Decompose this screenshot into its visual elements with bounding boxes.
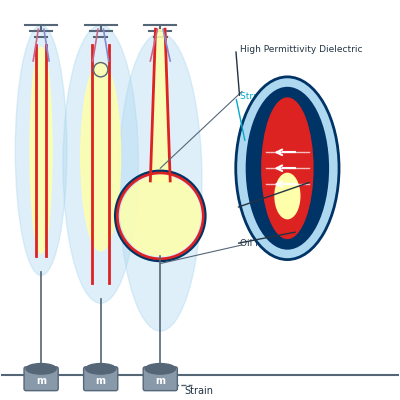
Ellipse shape bbox=[236, 77, 339, 260]
Ellipse shape bbox=[63, 25, 138, 303]
Ellipse shape bbox=[118, 33, 202, 331]
Text: Structural Shell: Structural Shell bbox=[240, 92, 310, 101]
Ellipse shape bbox=[246, 87, 329, 250]
Text: Strain: Strain bbox=[184, 386, 213, 396]
Ellipse shape bbox=[86, 364, 116, 374]
Ellipse shape bbox=[120, 176, 200, 256]
Ellipse shape bbox=[81, 62, 120, 251]
Ellipse shape bbox=[261, 97, 314, 239]
Ellipse shape bbox=[30, 47, 52, 253]
Text: m: m bbox=[96, 376, 106, 386]
FancyBboxPatch shape bbox=[143, 367, 177, 391]
Ellipse shape bbox=[274, 173, 300, 219]
Ellipse shape bbox=[15, 25, 67, 276]
Text: High Permittivity Dielectric: High Permittivity Dielectric bbox=[240, 44, 362, 54]
Text: m: m bbox=[36, 376, 46, 386]
FancyBboxPatch shape bbox=[84, 367, 118, 391]
Text: Electrode: Electrode bbox=[240, 204, 282, 212]
Ellipse shape bbox=[26, 364, 56, 374]
FancyBboxPatch shape bbox=[24, 367, 58, 391]
Text: m: m bbox=[155, 376, 165, 386]
Text: Oil filling: Oil filling bbox=[240, 239, 280, 248]
Ellipse shape bbox=[145, 364, 175, 374]
